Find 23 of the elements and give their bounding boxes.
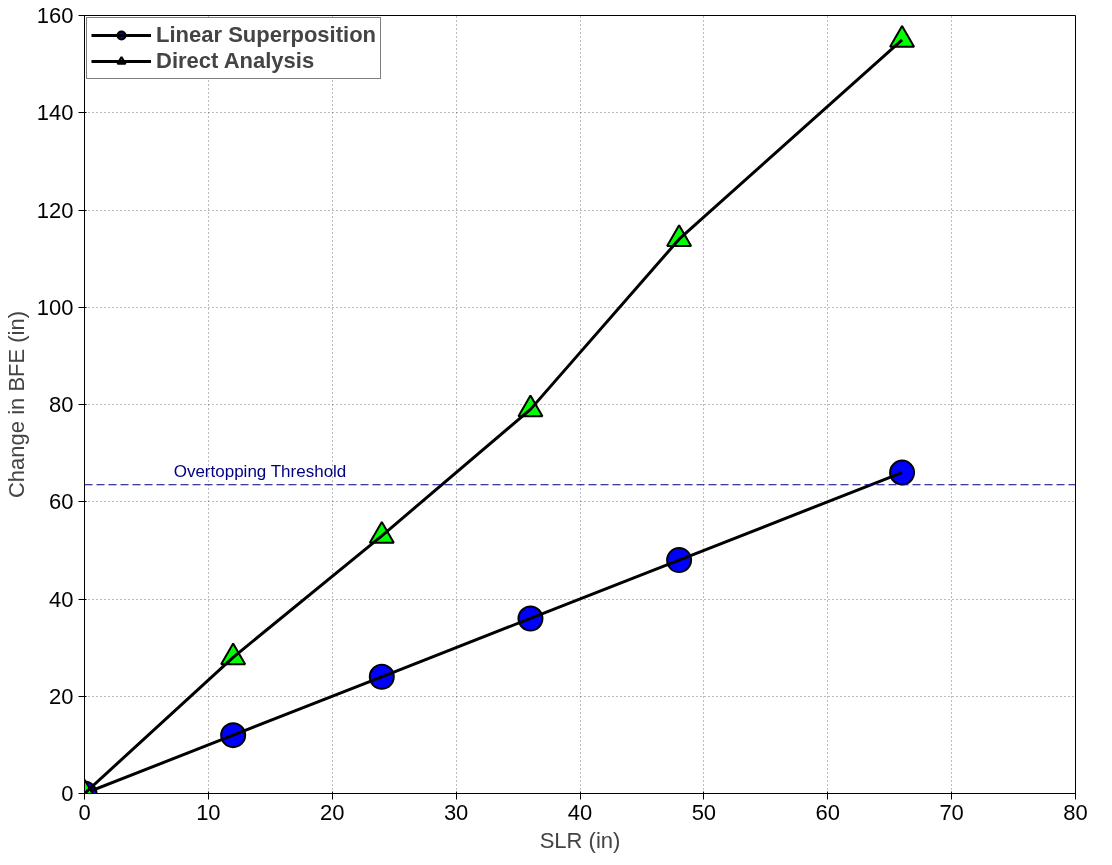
y-tick-label: 120: [36, 197, 74, 223]
x-tick-label: 50: [691, 799, 717, 825]
y-tick-label: 80: [49, 392, 74, 417]
x-tick-label: 80: [1063, 799, 1088, 825]
y-axis-title: Change in BFE (in): [3, 310, 29, 499]
x-tick-label: 70: [939, 799, 964, 825]
x-tick-label: 0: [78, 799, 91, 825]
y-tick-label: 60: [49, 489, 74, 515]
y-tick-label: 100: [36, 294, 74, 320]
y-tick-label: 0: [61, 781, 74, 806]
legend-label: Direct Analysis: [156, 48, 315, 74]
y-tick-label: 40: [49, 586, 74, 612]
ref-line-label: Overtopping Threshold: [173, 461, 347, 481]
x-tick-label: 20: [320, 799, 345, 825]
x-axis-title: SLR (in): [539, 827, 621, 853]
y-tick-label: 20: [49, 683, 74, 709]
x-tick-label: 30: [443, 799, 469, 825]
x-tick-label: 10: [196, 799, 221, 825]
x-tick-label: 60: [815, 799, 840, 825]
legend-label: Linear Superposition: [156, 22, 377, 48]
y-tick-label: 140: [36, 100, 74, 126]
y-tick-label: 160: [36, 3, 74, 28]
x-tick-label: 40: [567, 799, 593, 825]
